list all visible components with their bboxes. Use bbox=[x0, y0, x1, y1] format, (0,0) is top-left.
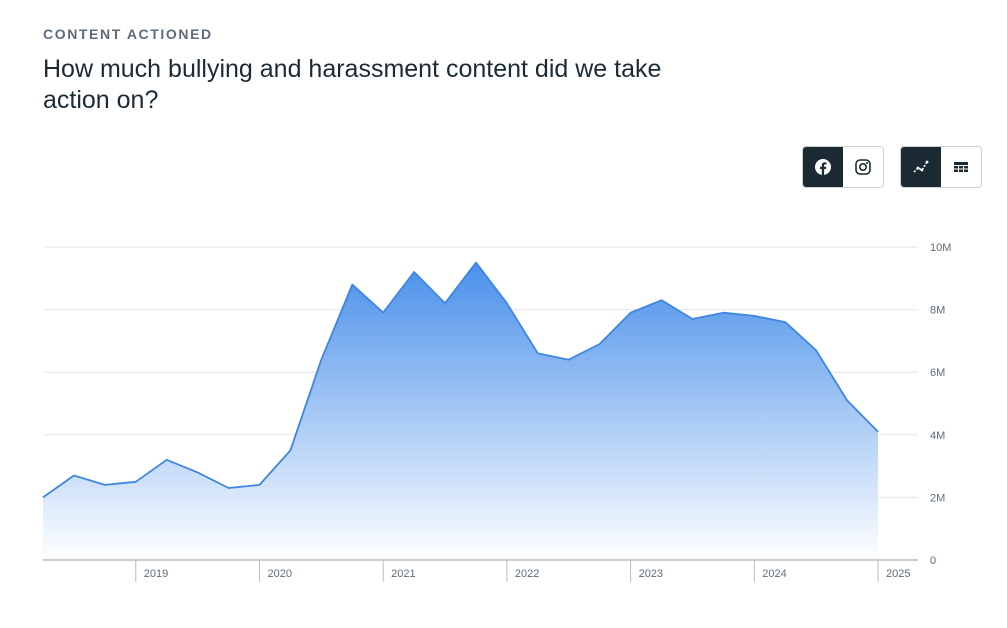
line-chart-icon bbox=[912, 158, 930, 176]
platform-toggle bbox=[802, 146, 884, 188]
y-tick-label: 0 bbox=[930, 555, 936, 567]
data-point bbox=[783, 320, 787, 324]
data-point bbox=[690, 317, 694, 321]
data-point bbox=[505, 301, 509, 305]
y-tick-label: 2M bbox=[930, 492, 945, 504]
data-point bbox=[381, 311, 385, 315]
area-fill bbox=[43, 262, 878, 560]
section-eyebrow: CONTENT ACTIONED bbox=[43, 26, 213, 42]
y-tick-label: 6M bbox=[930, 367, 945, 379]
data-point bbox=[196, 470, 200, 474]
view-toggle bbox=[900, 146, 982, 188]
x-tick-label: 2021 bbox=[391, 568, 415, 580]
y-tick-label: 8M bbox=[930, 305, 945, 317]
y-tick-label: 4M bbox=[930, 430, 945, 442]
data-point bbox=[721, 311, 725, 315]
facebook-icon bbox=[814, 158, 832, 176]
x-tick-label: 2024 bbox=[762, 568, 786, 580]
instagram-button[interactable] bbox=[843, 147, 883, 187]
data-point bbox=[165, 458, 169, 462]
data-point bbox=[629, 311, 633, 315]
data-point bbox=[412, 270, 416, 274]
data-point bbox=[876, 430, 880, 434]
x-tick-label: 2019 bbox=[144, 568, 168, 580]
data-point bbox=[134, 480, 138, 484]
x-tick-label: 2025 bbox=[886, 568, 910, 580]
data-point bbox=[660, 298, 664, 302]
page-title: How much bullying and harassment content… bbox=[43, 55, 662, 114]
data-point bbox=[845, 398, 849, 402]
data-point bbox=[752, 314, 756, 318]
data-point bbox=[474, 261, 478, 265]
data-point bbox=[319, 358, 323, 362]
data-point bbox=[72, 474, 76, 478]
chart-view-button[interactable] bbox=[901, 147, 941, 187]
x-tick-label: 2022 bbox=[515, 568, 539, 580]
instagram-icon bbox=[854, 158, 872, 176]
data-point bbox=[814, 348, 818, 352]
data-point bbox=[258, 483, 262, 487]
series-line bbox=[42, 261, 879, 499]
x-tick-label: 2020 bbox=[267, 568, 291, 580]
data-point bbox=[567, 358, 571, 362]
y-tick-label: 10M bbox=[930, 242, 951, 254]
data-point bbox=[288, 448, 292, 452]
data-point bbox=[350, 283, 354, 287]
data-point bbox=[536, 351, 540, 355]
data-point bbox=[227, 486, 231, 490]
data-point bbox=[443, 301, 447, 305]
data-point bbox=[41, 495, 45, 499]
table-view-button[interactable] bbox=[941, 147, 981, 187]
x-tick-label: 2023 bbox=[639, 568, 663, 580]
facebook-button[interactable] bbox=[803, 147, 843, 187]
table-icon bbox=[952, 158, 970, 176]
area-chart: 0 2M 4M 6M 8M 10M 2019 2020 2021 2022 2023 2024 2025 bbox=[41, 242, 951, 582]
data-point bbox=[103, 483, 107, 487]
data-point bbox=[598, 342, 602, 346]
